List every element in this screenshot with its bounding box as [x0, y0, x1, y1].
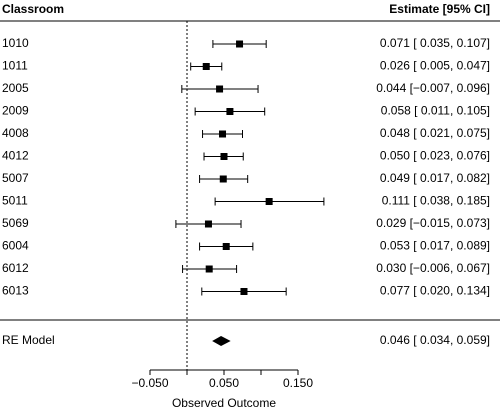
row-label: 4008: [2, 126, 29, 140]
row-label: 6013: [2, 284, 29, 298]
estimate-point: [240, 288, 248, 295]
row-label: 5011: [2, 194, 28, 208]
row-label: 1011: [2, 59, 28, 73]
estimate-label: 0.044 [−0.007, 0.096]: [376, 81, 490, 95]
estimate-label: 0.049 [ 0.017, 0.082]: [380, 171, 490, 185]
estimate-label: 0.030 [−0.006, 0.067]: [376, 261, 490, 275]
row-label: 2009: [2, 104, 29, 118]
summary-value-label: 0.046 [ 0.034, 0.059]: [380, 333, 490, 347]
row-label: 2005: [2, 81, 29, 95]
estimate-label: 0.053 [ 0.017, 0.089]: [380, 239, 490, 253]
row-label: 5069: [2, 216, 29, 230]
column-header: Estimate [95% CI]: [389, 2, 490, 16]
estimate-label: 0.050 [ 0.023, 0.076]: [380, 149, 490, 163]
x-tick-label: 0.050: [209, 376, 239, 390]
estimate-point: [220, 153, 228, 160]
x-axis-label: Observed Outcome: [172, 396, 276, 410]
estimate-label: 0.111 [ 0.038, 0.185]: [382, 194, 490, 208]
estimate-point: [204, 220, 212, 228]
estimate-point: [236, 40, 244, 48]
summary-label: RE Model: [2, 333, 55, 347]
row-label: 6004: [2, 239, 29, 253]
estimate-point: [202, 63, 210, 70]
estimate-label: 0.029 [−0.015, 0.073]: [376, 216, 490, 230]
estimate-point: [219, 130, 227, 138]
row-label: 4012: [2, 149, 29, 163]
estimate-label: 0.071 [ 0.035, 0.107]: [380, 36, 490, 50]
row-label: 6012: [2, 261, 29, 275]
estimate-label: 0.026 [ 0.005, 0.047]: [380, 59, 490, 73]
x-tick-label: 0.150: [283, 376, 313, 390]
estimate-point: [219, 175, 227, 183]
estimate-point: [216, 85, 224, 93]
estimate-point: [226, 108, 234, 115]
row-label: 5007: [2, 171, 29, 185]
estimate-point: [205, 265, 213, 273]
estimate-label: 0.077 [ 0.020, 0.134]: [380, 284, 490, 298]
x-tick-label: −0.050: [131, 376, 168, 390]
summary-diamond: [212, 336, 231, 346]
estimate-label: 0.058 [ 0.011, 0.105]: [381, 104, 490, 118]
estimate-label: 0.048 [ 0.021, 0.075]: [380, 126, 490, 140]
estimate-point: [222, 243, 230, 250]
estimate-point: [265, 198, 273, 205]
row-label: 1010: [2, 36, 29, 50]
column-header: Classroom: [2, 2, 64, 16]
